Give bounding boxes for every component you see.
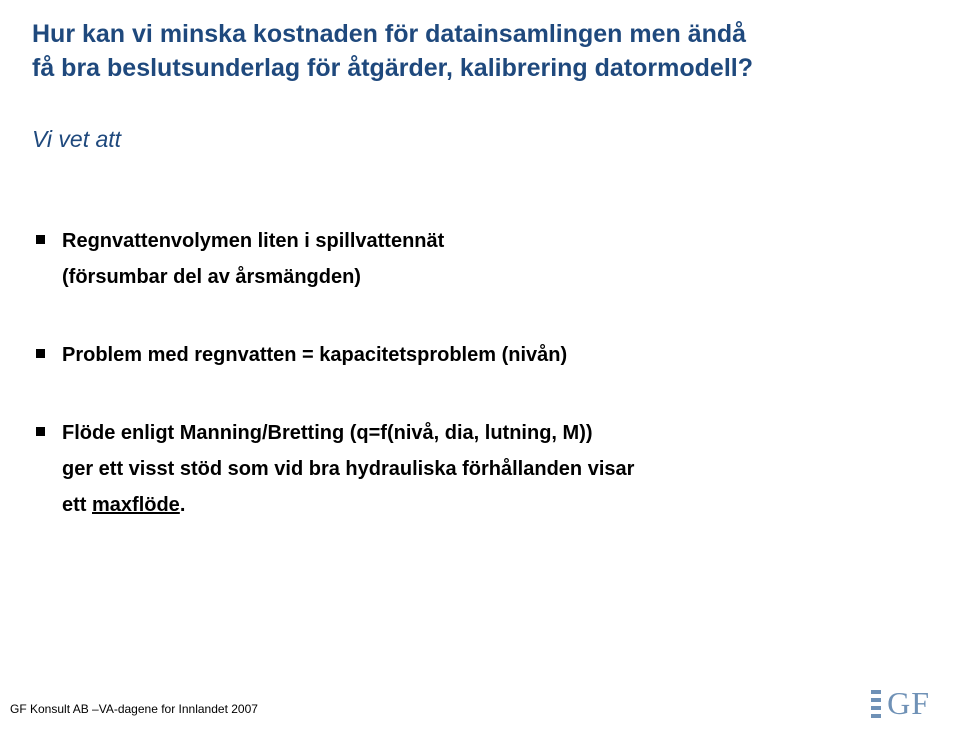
footer-text: GF Konsult AB –VA-dagene for Innlandet 2… — [10, 702, 258, 716]
logo: GF — [871, 685, 930, 722]
slide: Hur kan vi minska kostnaden för datainsa… — [0, 0, 960, 736]
bullet-text: Flöde enligt Manning/Bretting (q=f(nivå,… — [62, 422, 593, 444]
bullet-text: (försumbar del av årsmängden) — [62, 266, 361, 288]
title-line-2: få bra beslutsunderlag för åtgärder, kal… — [32, 54, 753, 82]
logo-text: GF — [887, 685, 930, 722]
bullet-list: Regnvattenvolymen liten i spillvattennät… — [32, 223, 928, 523]
slide-title: Hur kan vi minska kostnaden för datainsa… — [32, 18, 928, 86]
list-item: Flöde enligt Manning/Bretting (q=f(nivå,… — [32, 415, 928, 523]
bullet-text: Regnvattenvolymen liten i spillvattennät — [62, 230, 444, 252]
title-line-1: Hur kan vi minska kostnaden för datainsa… — [32, 20, 746, 48]
logo-bars-icon — [871, 690, 881, 718]
list-item: Problem med regnvatten = kapacitetsprobl… — [32, 337, 928, 373]
list-item: Regnvattenvolymen liten i spillvattennät… — [32, 223, 928, 295]
bullet-text: ger ett visst stöd som vid bra hydraulis… — [62, 458, 634, 480]
bullet-text: ett — [62, 494, 92, 516]
bullet-text: . — [180, 494, 186, 516]
bullet-text-underlined: maxflöde — [92, 494, 180, 516]
slide-subtitle: Vi vet att — [32, 126, 928, 153]
bullet-text: Problem med regnvatten = kapacitetsprobl… — [62, 344, 567, 366]
